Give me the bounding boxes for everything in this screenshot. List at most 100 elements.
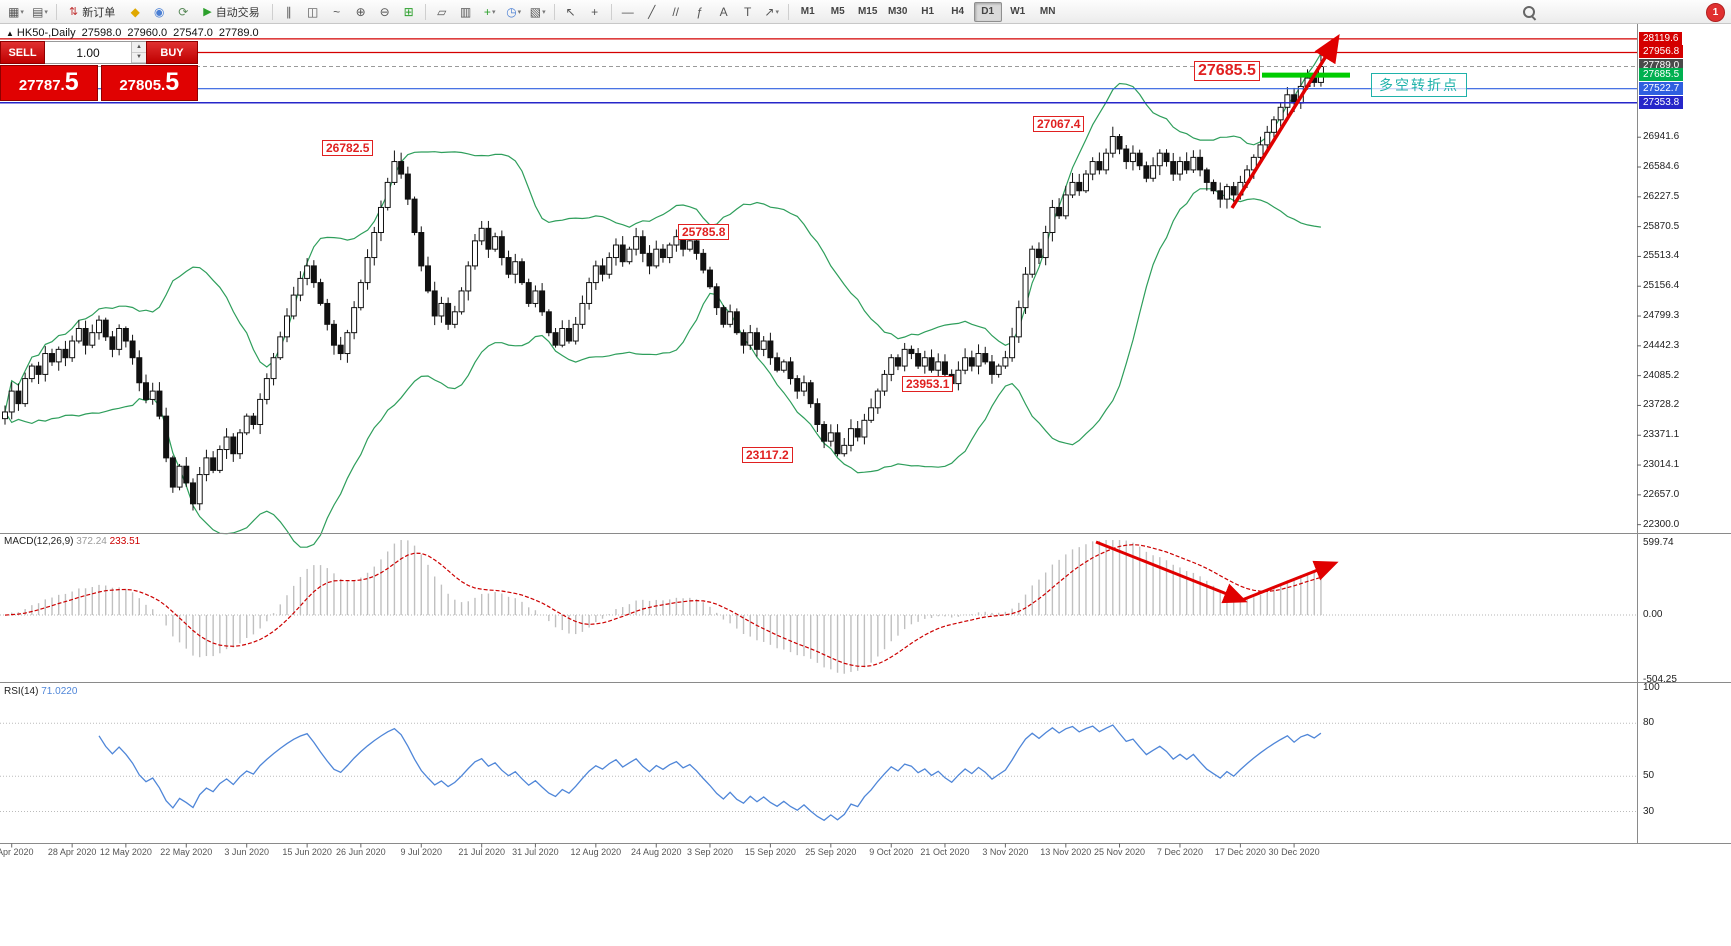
search-icon[interactable] <box>1520 3 1538 21</box>
bar-chart-icon[interactable]: ∥ <box>285 4 292 19</box>
date-label: 7 Dec 2020 <box>1156 847 1203 857</box>
tile-windows-icon[interactable]: ⊞ <box>403 4 414 19</box>
dropdown-arrow-icon: ▾ <box>517 8 522 16</box>
price-tick-label: 26584.6 <box>1643 161 1680 172</box>
buy-button[interactable]: BUY <box>146 41 198 64</box>
date-label: 13 Nov 2020 <box>1040 847 1092 857</box>
volume-input[interactable] <box>45 42 131 63</box>
price-callout: 27685.5 <box>1194 61 1260 81</box>
price-callout: 26782.5 <box>322 140 374 156</box>
ohlc-open: 27598.0 <box>81 27 122 39</box>
bid-price-button[interactable]: 27787. 5 <box>0 65 98 101</box>
ohlc-close: 27789.0 <box>218 27 259 39</box>
date-label: 26 Jun 2020 <box>336 847 386 857</box>
date-label: 6 Apr 2020 <box>0 847 34 857</box>
price-tick-label: 25513.4 <box>1643 250 1680 262</box>
date-label: 24 Aug 2020 <box>630 847 682 857</box>
date-label: 21 Jul 2020 <box>458 847 505 857</box>
one-click-trading-panel: SELL ▲ ▼ BUY 27787.5 27805.5 <box>0 41 198 101</box>
new-chart-icon[interactable]: ▦ ▾ <box>8 4 24 19</box>
timeframe-d1[interactable]: D1 <box>973 1 1002 22</box>
date-label: 9 Jul 2020 <box>400 847 443 857</box>
date-label: 30 Dec 2020 <box>1268 847 1320 857</box>
new-order-button[interactable]: ⇅ 新订单 <box>62 1 122 22</box>
rsi-scale-label: 80 <box>1643 717 1655 729</box>
templates-icon[interactable]: ▧ ▾ <box>529 4 546 19</box>
toolbar-separator <box>610 3 612 20</box>
price-badge: 27353.8 <box>1639 95 1684 109</box>
new-order-button-glyph: ⇅ <box>69 6 79 18</box>
notification-badge[interactable]: 1 <box>1706 3 1725 22</box>
price-badge: 27522.7 <box>1639 81 1684 95</box>
metaeditor-icon[interactable]: ◆ <box>130 4 140 19</box>
crosshair-icon[interactable]: + <box>591 4 599 19</box>
toolbar-separator <box>787 3 789 20</box>
date-label: 31 Jul 2020 <box>512 847 559 857</box>
line-chart-icon[interactable]: ~ <box>333 4 341 19</box>
timeframe-h4[interactable]: H4 <box>951 6 965 17</box>
timeframe-mn[interactable]: MN <box>1039 6 1056 17</box>
timeframe-h1[interactable]: H1 <box>921 6 935 17</box>
toolbar: ▦ ▾ ▤ ▾ ⇅ 新订单 ◆ ◉ ⟳ ▶ 自动交易 ∥ ◫ ~ ⊕ ⊖ ⊞ ▱ ▥ + ▾ ◷ ▾ ▧ ▾ ↖ + — ╱ // ƒ A T ↗… <box>0 0 1731 24</box>
macd-scale-label: -504.25 <box>1643 674 1677 685</box>
toolbar-separator <box>56 3 57 20</box>
toolbar-separator <box>424 3 426 20</box>
data-window-icon[interactable]: ▥ <box>460 4 472 19</box>
periods-icon[interactable]: ◷ ▾ <box>506 4 522 19</box>
timeframe-m1[interactable]: M1 <box>800 6 815 17</box>
timeframe-m15[interactable]: M15 <box>857 6 878 17</box>
rsi-scale-label: 50 <box>1643 770 1655 782</box>
macd-scale-label: 599.74 <box>1643 537 1674 548</box>
volume-down-button[interactable]: ▼ <box>132 52 146 63</box>
collapse-icon[interactable]: ▲ <box>6 29 14 38</box>
timeframe-w1[interactable]: W1 <box>1010 6 1026 17</box>
cursor-icon[interactable]: ↖ <box>565 4 576 19</box>
terminal-icon[interactable]: ⟳ <box>178 4 189 19</box>
price-tick-label: 25870.5 <box>1643 220 1680 232</box>
profiles-icon[interactable]: ▤ ▾ <box>32 4 48 19</box>
volume-box: ▲ ▼ <box>45 41 146 64</box>
autotrading-button-label: 自动交易 <box>215 6 260 19</box>
bid-price-main: 27787. <box>18 77 65 94</box>
cascade-windows-icon[interactable]: ▱ <box>437 4 447 19</box>
date-label: 15 Sep 2020 <box>744 847 796 857</box>
candlestick-chart-icon[interactable]: ◫ <box>307 4 319 19</box>
price-tick-label: 23014.1 <box>1643 459 1680 471</box>
search-tail <box>1530 15 1537 21</box>
ask-price-button[interactable]: 27805. 5 <box>100 65 198 101</box>
price-tick-label: 24799.3 <box>1643 310 1680 322</box>
zoom-in-icon[interactable]: ⊕ <box>355 4 366 19</box>
dropdown-arrow-icon: ▾ <box>44 8 48 16</box>
text-icon[interactable]: A <box>719 4 728 19</box>
channel-icon[interactable]: // <box>672 4 680 19</box>
ask-price-main: 27805. <box>119 77 166 94</box>
volume-up-button[interactable]: ▲ <box>132 42 146 53</box>
shapes-icon[interactable]: ↗ ▾ <box>764 4 779 19</box>
timeframe-m30[interactable]: M30 <box>887 6 908 17</box>
rsi-name: RSI(14) <box>4 686 39 697</box>
trendline-icon[interactable]: ╱ <box>648 4 656 19</box>
macd-value: 372.24 <box>76 536 107 547</box>
date-label: 17 Dec 2020 <box>1214 847 1266 857</box>
price-scale: 26941.6 26584.6 26227.5 25870.5 25513.4 25156… <box>1638 24 1731 844</box>
price-tick-label: 25156.4 <box>1643 280 1680 292</box>
timeframe-m5[interactable]: M5 <box>830 6 845 17</box>
community-icon[interactable]: ◉ <box>153 4 165 19</box>
sell-button[interactable]: SELL <box>0 41 45 64</box>
indicators-icon[interactable]: + ▾ <box>483 4 496 19</box>
fibonacci-icon[interactable]: ƒ <box>696 4 704 19</box>
annotation-note-box: 多空转折点 <box>1371 73 1467 97</box>
price-badge: 27956.8 <box>1639 45 1684 59</box>
zoom-out-icon[interactable]: ⊖ <box>379 4 390 19</box>
price-badge: 27685.5 <box>1639 68 1684 82</box>
label-icon[interactable]: T <box>744 4 752 19</box>
chart-header: ▲ HK50-,Daily 27598.0 27960.0 27547.0 27789.0 <box>6 27 265 39</box>
autotrading-button[interactable]: ▶ 自动交易 <box>196 1 266 22</box>
horizontal-line-icon[interactable]: — <box>621 4 634 19</box>
rsi-scale-label: 100 <box>1643 682 1660 693</box>
macd-scale-label: 0.00 <box>1643 609 1663 621</box>
price-tick-label: 23728.2 <box>1643 399 1680 411</box>
